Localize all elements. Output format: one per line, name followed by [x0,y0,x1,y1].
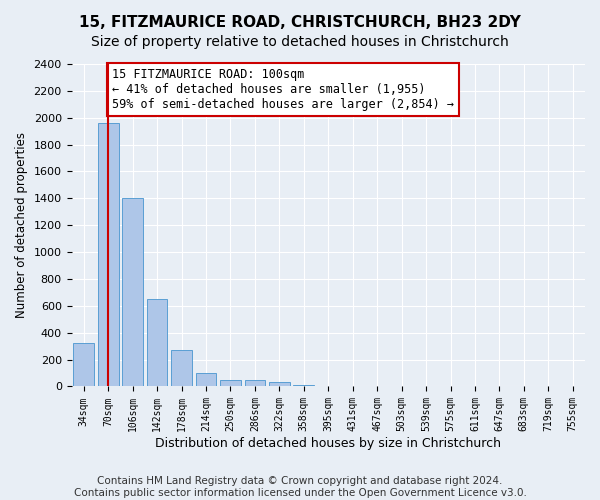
Bar [73,344,94,386]
Bar [245,380,265,386]
X-axis label: Distribution of detached houses by size in Christchurch: Distribution of detached houses by size … [155,437,501,450]
Bar [196,373,217,386]
Bar [293,385,314,386]
Y-axis label: Number of detached properties: Number of detached properties [15,132,28,318]
Bar [147,299,167,386]
Bar [269,382,290,386]
Text: 15 FITZMAURICE ROAD: 100sqm
← 41% of detached houses are smaller (1,955)
59% of : 15 FITZMAURICE ROAD: 100sqm ← 41% of det… [112,68,454,111]
Text: Size of property relative to detached houses in Christchurch: Size of property relative to detached ho… [91,35,509,49]
Text: Contains HM Land Registry data © Crown copyright and database right 2024.
Contai: Contains HM Land Registry data © Crown c… [74,476,526,498]
Text: 15, FITZMAURICE ROAD, CHRISTCHURCH, BH23 2DY: 15, FITZMAURICE ROAD, CHRISTCHURCH, BH23… [79,15,521,30]
Bar [122,198,143,386]
Bar [98,123,119,386]
Bar [171,350,192,387]
Bar [220,380,241,386]
